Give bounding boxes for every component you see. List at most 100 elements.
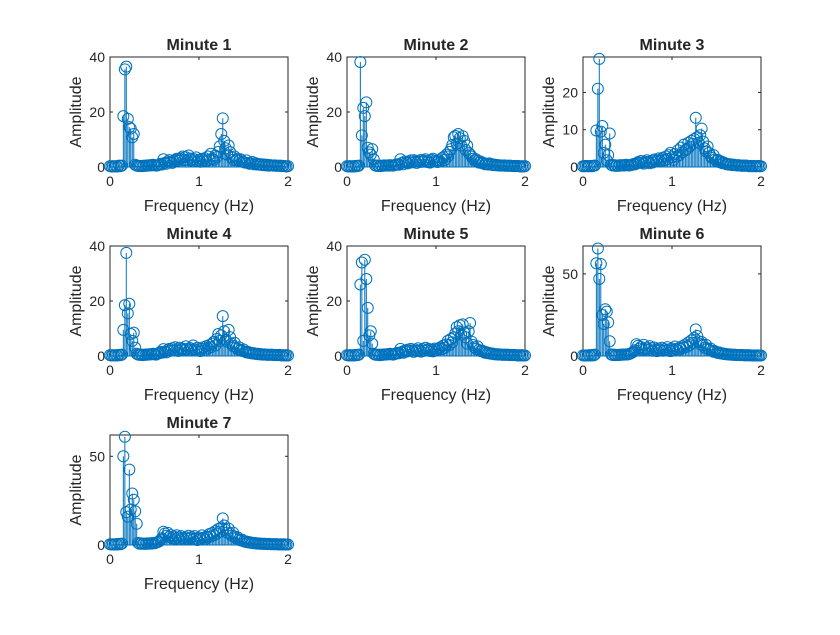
y-tick-label: 20	[89, 293, 105, 309]
x-axis-label: Frequency (Hz)	[617, 198, 727, 215]
stem-marker	[224, 146, 237, 159]
x-axis-label: Frequency (Hz)	[381, 198, 491, 215]
y-tick-label: 10	[562, 122, 578, 138]
stem-marker	[593, 272, 606, 285]
stem-marker	[121, 307, 134, 320]
y-tick-label: 0	[570, 159, 578, 175]
stem-marker	[355, 129, 368, 142]
x-tick-label: 2	[757, 173, 765, 189]
y-axis-label: Amplitude	[68, 265, 85, 336]
stem-marker	[216, 310, 229, 323]
stem-marker	[367, 153, 380, 166]
stem-marker	[447, 131, 460, 144]
y-tick-label: 20	[326, 104, 342, 120]
subplot-title: Minute 6	[640, 226, 705, 243]
axes-box	[346, 245, 526, 357]
y-tick-label: 20	[562, 84, 578, 100]
stem-marker	[594, 125, 607, 138]
stem-marker	[366, 143, 379, 156]
axes-box	[582, 56, 762, 168]
stem-marker	[603, 127, 616, 140]
stem-marker	[179, 151, 192, 164]
y-tick-label: 0	[334, 159, 342, 175]
stem-marker	[694, 129, 707, 142]
y-tick-label: 40	[89, 49, 105, 65]
stem-marker	[126, 487, 139, 500]
stem-marker	[126, 334, 139, 347]
stem-marker	[120, 60, 133, 73]
stem-marker	[222, 522, 235, 535]
stem-marker	[755, 349, 767, 362]
y-tick-label: 0	[97, 348, 105, 364]
x-tick-label: 2	[284, 362, 292, 378]
stem-marker	[218, 134, 231, 147]
stem-marker	[219, 142, 232, 155]
x-tick-label: 1	[432, 362, 440, 378]
stem-marker	[118, 63, 131, 76]
y-tick-label: 50	[562, 266, 578, 282]
stem-marker	[222, 323, 235, 336]
stem-marker	[354, 55, 367, 68]
stem-marker	[124, 122, 137, 135]
stem-marker	[118, 430, 131, 443]
y-tick-label: 0	[97, 159, 105, 175]
y-tick-label: 0	[97, 537, 105, 553]
x-tick-label: 2	[521, 362, 529, 378]
y-axis-label: Amplitude	[541, 76, 558, 147]
stem-marker	[691, 329, 704, 342]
stem-marker	[602, 316, 615, 329]
x-tick-label: 0	[579, 362, 587, 378]
stem-marker	[123, 297, 136, 310]
stem-marker	[593, 52, 606, 65]
stem-marker	[412, 342, 425, 355]
y-tick-label: 40	[326, 49, 342, 65]
subplot-title: Minute 4	[167, 226, 232, 243]
stem-marker	[701, 140, 714, 153]
y-tick-label: 20	[89, 104, 105, 120]
stem-marker	[707, 149, 720, 162]
stem-marker	[175, 530, 188, 543]
x-tick-label: 0	[106, 362, 114, 378]
stem-marker	[366, 337, 379, 350]
stem-marker	[360, 273, 373, 285]
y-tick-label: 40	[89, 238, 105, 254]
stem-marker	[127, 326, 140, 339]
stem-marker	[461, 139, 474, 152]
y-axis-label: Amplitude	[541, 265, 558, 336]
x-tick-label: 1	[195, 173, 203, 189]
stem-marker	[519, 349, 531, 362]
stem-marker	[590, 257, 603, 270]
x-axis-label: Frequency (Hz)	[144, 198, 254, 215]
stem-marker	[170, 529, 183, 542]
stem-marker	[228, 336, 241, 349]
subplot-6: 0 1 2 0 50 Minute 6 Frequency (Hz) Amplitude	[541, 226, 767, 404]
stem-marker	[154, 345, 167, 358]
stem-marker	[127, 493, 140, 506]
stem-marker	[689, 111, 702, 124]
stem-marker	[258, 158, 271, 171]
subplot-title: Minute 1	[167, 37, 232, 54]
subplot-title: Minute 2	[404, 37, 469, 54]
stem-marker	[360, 96, 373, 109]
stem-marker	[456, 318, 469, 331]
stem-marker	[169, 341, 182, 354]
stem-marker	[519, 160, 531, 173]
stem-marker	[459, 331, 472, 344]
axes-box	[109, 245, 289, 357]
stem-marker	[755, 160, 767, 173]
stem-marker	[118, 299, 131, 312]
stem-marker	[688, 331, 701, 344]
stem-marker	[596, 119, 609, 132]
stem-marker	[130, 517, 143, 530]
y-axis-label: Amplitude	[305, 265, 322, 336]
stem-marker	[591, 242, 604, 255]
y-tick-label: 0	[570, 348, 578, 364]
stem-marker	[282, 349, 294, 362]
x-axis-label: Frequency (Hz)	[144, 576, 254, 593]
y-axis-label: Amplitude	[68, 76, 85, 147]
stem-marker	[129, 341, 142, 354]
x-axis-label: Frequency (Hz)	[144, 387, 254, 404]
x-tick-label: 1	[668, 173, 676, 189]
